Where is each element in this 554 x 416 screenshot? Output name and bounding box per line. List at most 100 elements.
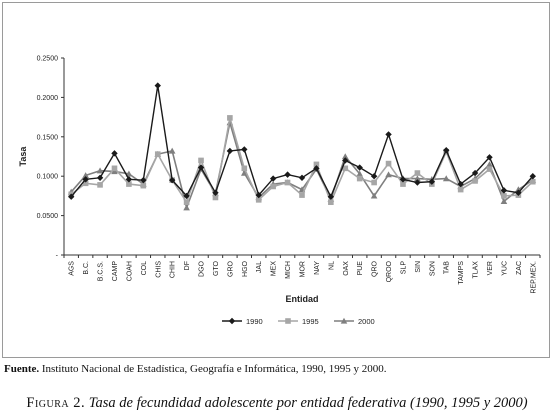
data-point-1990 [140, 176, 147, 184]
data-point-1990 [529, 173, 536, 180]
source-note: Fuente. Instituto Nacional de Estadístic… [4, 363, 386, 375]
y-tick-label: - [56, 253, 59, 260]
x-tick-label: PUE [357, 261, 364, 276]
data-point-1990 [342, 157, 349, 164]
line-chart: - 0.0500 0.1000 0.1500 0.2000 0.2500 AGS B.C. B.… [18, 56, 541, 326]
data-point-1990 [212, 189, 219, 196]
data-point-1995 [414, 170, 421, 176]
legend-item-2000: 2000 [334, 317, 375, 326]
legend-label: 1995 [302, 317, 319, 326]
data-point-1990 [82, 176, 89, 183]
chart-series [67, 82, 537, 211]
x-tick-label: QROO [386, 260, 393, 282]
data-point-1995 [284, 179, 291, 186]
x-tick-label: DF [184, 261, 191, 270]
chart-axes: - 0.0500 0.1000 0.1500 0.2000 0.2500 AGS B.C. B.… [18, 56, 541, 304]
x-tick-label: B.C. [83, 261, 90, 275]
data-point-2000 [414, 175, 421, 182]
data-point-1990 [298, 174, 306, 181]
x-tick-label: REP.MEX. [530, 261, 537, 294]
data-point-2000 [356, 170, 363, 177]
data-point-1995 [486, 166, 493, 172]
x-tick-label: SLP [400, 261, 407, 275]
data-point-1995 [270, 183, 276, 190]
x-tick-label: GRO [227, 260, 234, 277]
y-tick-label: 0.1500 [37, 134, 59, 141]
data-point-1990 [68, 193, 75, 200]
source-text: Instituto Nacional de Estadística, Geogr… [41, 363, 387, 375]
data-point-1995 [183, 199, 190, 206]
x-tick-label: SON [429, 261, 436, 276]
data-point-1995 [342, 165, 349, 172]
data-point-1990 [154, 82, 161, 89]
x-tick-label: NL [328, 261, 335, 270]
x-tick-label: CHIS [155, 261, 162, 278]
x-tick-label: YUC [501, 261, 508, 276]
x-tick-label: DGO [199, 260, 206, 277]
data-point-1995 [529, 178, 536, 185]
x-tick-label: TAB [444, 261, 451, 274]
data-point-1995 [371, 179, 377, 186]
x-tick-label: TAMPS [458, 261, 465, 285]
data-point-1990 [457, 180, 464, 188]
data-point-2000 [500, 198, 508, 205]
legend-label: 1990 [246, 317, 263, 326]
x-tick-label: CAMP [112, 261, 119, 282]
data-point-1990 [313, 165, 320, 172]
data-point-1995 [472, 178, 478, 184]
data-point-1995 [328, 199, 334, 206]
data-point-1995 [255, 197, 262, 203]
y-tick-label: 0.2500 [37, 56, 59, 63]
data-point-1990 [327, 193, 335, 200]
data-point-1990 [241, 146, 248, 153]
data-point-1990 [500, 187, 508, 194]
y-tick-label: 0.0500 [37, 213, 59, 220]
x-axis-title: Entidad [286, 294, 319, 304]
legend-marker [285, 318, 291, 324]
data-point-1995 [111, 165, 118, 172]
data-point-1990 [226, 147, 234, 155]
data-point-1995 [400, 181, 406, 187]
data-point-1990 [111, 150, 118, 157]
legend-marker [340, 317, 348, 324]
x-tick-label: QRO [372, 260, 379, 277]
data-point-2000 [442, 175, 450, 182]
data-point-1990 [385, 131, 392, 138]
x-tick-label: OAX [343, 261, 350, 276]
data-point-1995 [140, 182, 147, 189]
y-tick-label: 0.2000 [37, 95, 59, 102]
y-tick-label: 0.1000 [37, 174, 59, 181]
data-point-1995 [501, 193, 507, 199]
x-tick-label: COAH [126, 261, 133, 281]
legend-label: 2000 [358, 317, 375, 326]
data-point-1995 [299, 192, 305, 198]
data-point-1990 [443, 146, 450, 154]
data-point-2000 [168, 147, 176, 154]
data-point-1990 [414, 179, 421, 186]
data-point-1990 [125, 176, 133, 183]
x-tick-label: NAY [314, 261, 321, 275]
data-point-1990 [183, 192, 190, 200]
data-point-2000 [341, 153, 349, 160]
data-point-1990 [255, 191, 262, 199]
data-point-1990 [356, 164, 363, 171]
data-point-2000 [370, 192, 378, 199]
x-tick-label: COL [141, 261, 148, 276]
data-point-1990 [168, 176, 176, 184]
data-point-2000 [111, 168, 118, 175]
x-tick-label: TLAX [473, 261, 480, 279]
x-tick-label: SIN [415, 261, 422, 273]
data-point-1995 [457, 186, 464, 193]
data-point-1990 [269, 175, 277, 182]
data-point-1990 [399, 176, 407, 183]
figure-caption: Figura 2. Tasa de fecundidad adolescente… [0, 395, 554, 412]
data-point-1990 [96, 174, 104, 181]
x-tick-label: MEX [271, 261, 278, 277]
data-point-1995 [241, 165, 248, 172]
figure-label: Figura 2. [26, 395, 86, 411]
data-point-2000 [241, 169, 248, 176]
x-tick-label: MICH [285, 261, 292, 279]
data-point-1995 [227, 115, 233, 121]
data-point-1990 [471, 169, 479, 177]
data-point-1995 [212, 194, 219, 201]
